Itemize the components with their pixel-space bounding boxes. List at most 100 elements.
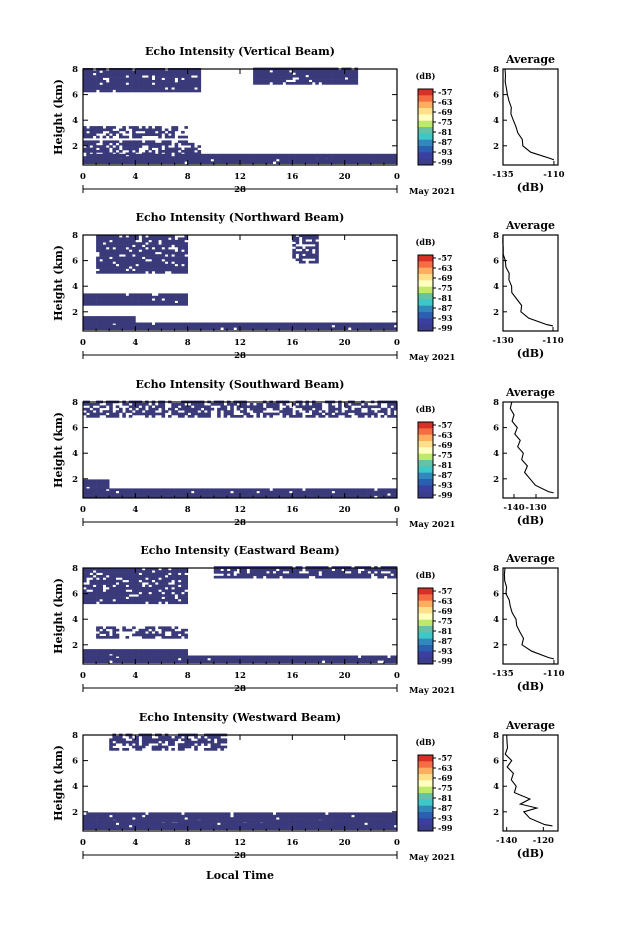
echo-cell	[370, 488, 375, 492]
echo-cell	[328, 158, 332, 162]
echo-cell	[105, 239, 110, 243]
echo-cell	[168, 601, 172, 605]
echo-cell	[151, 824, 156, 828]
echo-cell	[148, 322, 152, 326]
echo-cell	[145, 488, 149, 492]
echo-cell	[177, 152, 182, 156]
echo-cell	[89, 403, 94, 406]
echo-cell	[158, 263, 162, 267]
echo-cell	[161, 261, 166, 265]
echo-cell	[210, 660, 215, 663]
echo-cell	[266, 158, 270, 162]
echo-cell	[138, 128, 143, 132]
echo-cell	[279, 657, 283, 661]
echo-cell	[282, 70, 287, 73]
echo-cell	[357, 575, 362, 579]
echo-cell	[308, 322, 313, 326]
echo-cell	[92, 80, 97, 83]
echo-cell	[112, 495, 116, 499]
echo-cell	[240, 495, 244, 499]
profile-y-tick-label: 8	[493, 564, 499, 574]
echo-cell	[86, 410, 90, 413]
echo-cell	[354, 571, 359, 574]
echo-cell	[96, 594, 100, 597]
echo-cell	[122, 142, 126, 146]
echo-cell	[387, 827, 391, 830]
echo-cell	[321, 575, 326, 579]
echo-cell	[168, 596, 172, 600]
echo-cell	[135, 410, 139, 413]
echo-cell	[109, 657, 113, 661]
echo-cell	[155, 824, 159, 828]
echo-cell	[145, 327, 149, 330]
echo-cell	[325, 493, 329, 496]
echo-cell	[164, 145, 169, 148]
echo-cell	[89, 599, 94, 602]
echo-cell	[122, 303, 126, 306]
echo-cell	[197, 403, 202, 406]
echo-cell	[96, 128, 100, 132]
echo-cell	[292, 253, 296, 257]
echo-cell	[155, 128, 159, 132]
echo-cell	[115, 657, 120, 661]
echo-cell	[341, 575, 345, 579]
echo-cell	[171, 599, 175, 602]
echo-cell	[141, 152, 146, 156]
echo-cell	[115, 80, 120, 83]
echo-cell	[334, 488, 339, 492]
echo-cell	[99, 89, 103, 93]
echo-cell	[86, 572, 90, 576]
echo-cell	[367, 824, 372, 828]
echo-cell	[184, 488, 188, 492]
echo-cell	[354, 568, 359, 572]
echo-cell	[253, 153, 257, 157]
echo-cell	[377, 153, 381, 157]
colorbar-swatch	[418, 632, 433, 640]
echo-cell	[164, 147, 169, 151]
echo-cell	[190, 77, 195, 81]
echo-cell	[338, 405, 342, 409]
echo-cell	[112, 820, 116, 823]
echo-cell	[308, 74, 313, 78]
echo-cell	[354, 412, 359, 416]
echo-cell	[158, 591, 162, 595]
echo-cell	[361, 495, 365, 499]
colorbar-tick-label: -81	[438, 626, 452, 636]
echo-cell	[99, 479, 103, 483]
echo-cell	[99, 495, 103, 499]
echo-cell	[305, 161, 309, 164]
echo-cell	[89, 126, 94, 129]
echo-cell	[351, 655, 355, 659]
echo-cell	[86, 327, 90, 330]
echo-cell	[279, 158, 283, 162]
echo-cell	[96, 814, 100, 818]
echo-cell	[321, 324, 326, 328]
echo-cell	[96, 596, 100, 600]
echo-cell	[128, 584, 133, 588]
echo-cell	[249, 322, 254, 326]
echo-cell	[145, 256, 149, 260]
echo-cell	[367, 412, 372, 416]
colorbar-swatch	[418, 133, 433, 141]
echo-cell	[115, 161, 120, 164]
echo-cell	[204, 153, 208, 157]
echo-cell	[200, 161, 205, 164]
colorbar-tick-label: -93	[438, 480, 453, 490]
echo-cell	[168, 322, 172, 326]
echo-cell	[226, 327, 231, 330]
echo-cell	[292, 244, 296, 247]
echo-cell	[292, 493, 296, 496]
echo-cell	[151, 591, 156, 595]
echo-cell	[171, 572, 175, 576]
profile-x-tick-label: -110	[542, 336, 563, 346]
echo-cell	[99, 126, 103, 129]
echo-cell	[138, 649, 143, 652]
echo-cell	[177, 651, 182, 655]
echo-cell	[380, 824, 385, 828]
colorbar-swatch	[418, 453, 433, 461]
echo-cell	[213, 575, 218, 579]
echo-cell	[266, 573, 270, 577]
echo-cell	[119, 261, 123, 265]
echo-cell	[119, 812, 123, 816]
echo-cell	[128, 237, 133, 241]
